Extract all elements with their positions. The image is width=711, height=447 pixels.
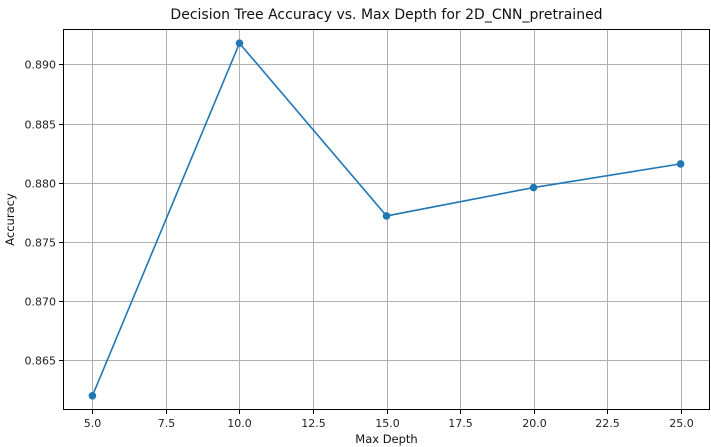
y-tick-label: 0.870 — [25, 296, 57, 309]
x-tick-label: 20.0 — [522, 417, 547, 430]
x-tick-label: 5.0 — [84, 417, 102, 430]
x-tick-label: 12.5 — [301, 417, 326, 430]
y-tick-label: 0.865 — [25, 355, 57, 368]
data-point — [529, 183, 538, 192]
data-point — [676, 160, 685, 168]
plot-area-frame — [63, 29, 710, 410]
data-point — [88, 392, 97, 400]
y-tick-label: 0.890 — [25, 59, 57, 72]
x-tick-label: 7.5 — [158, 417, 176, 430]
data-point — [382, 212, 391, 220]
y-tick-label: 0.885 — [25, 119, 57, 132]
x-tick-label: 22.5 — [595, 417, 620, 430]
grid-lines — [63, 29, 710, 410]
x-tick-label: 25.0 — [669, 417, 694, 430]
chart-title: Decision Tree Accuracy vs. Max Depth for… — [170, 7, 602, 23]
series-layer — [88, 39, 685, 400]
axis-ticks: 5.0 7.5 10.0 12.5 15.0 17.5 20.0 22.5 25.0 0.865 0… — [25, 59, 694, 431]
y-tick-label: 0.880 — [25, 178, 57, 191]
x-tick-label: 17.5 — [448, 417, 473, 430]
y-axis-label: Accuracy — [3, 193, 17, 246]
x-tick-label: 10.0 — [227, 417, 252, 430]
x-tick-label: 15.0 — [375, 417, 400, 430]
data-point — [235, 39, 244, 47]
x-axis-label: Max Depth — [355, 432, 417, 446]
y-tick-label: 0.875 — [25, 237, 57, 250]
